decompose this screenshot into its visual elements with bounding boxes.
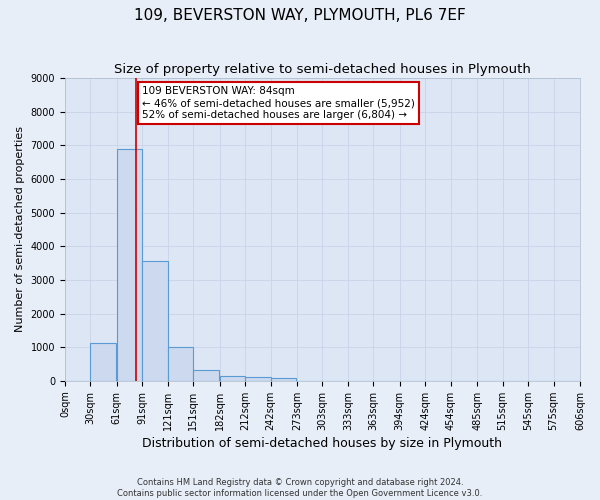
Title: Size of property relative to semi-detached houses in Plymouth: Size of property relative to semi-detach… [114, 62, 531, 76]
Bar [271, 378, 296, 381]
Bar [245, 378, 271, 381]
Bar [193, 370, 219, 381]
Text: 109, BEVERSTON WAY, PLYMOUTH, PL6 7EF: 109, BEVERSTON WAY, PLYMOUTH, PL6 7EF [134, 8, 466, 22]
Text: Contains HM Land Registry data © Crown copyright and database right 2024.
Contai: Contains HM Land Registry data © Crown c… [118, 478, 482, 498]
Bar [142, 261, 168, 381]
Bar [117, 148, 142, 381]
Bar [168, 347, 193, 381]
Text: 109 BEVERSTON WAY: 84sqm
← 46% of semi-detached houses are smaller (5,952)
52% o: 109 BEVERSTON WAY: 84sqm ← 46% of semi-d… [142, 86, 415, 120]
Bar [220, 376, 245, 381]
Y-axis label: Number of semi-detached properties: Number of semi-detached properties [15, 126, 25, 332]
X-axis label: Distribution of semi-detached houses by size in Plymouth: Distribution of semi-detached houses by … [142, 437, 502, 450]
Bar [91, 343, 116, 381]
